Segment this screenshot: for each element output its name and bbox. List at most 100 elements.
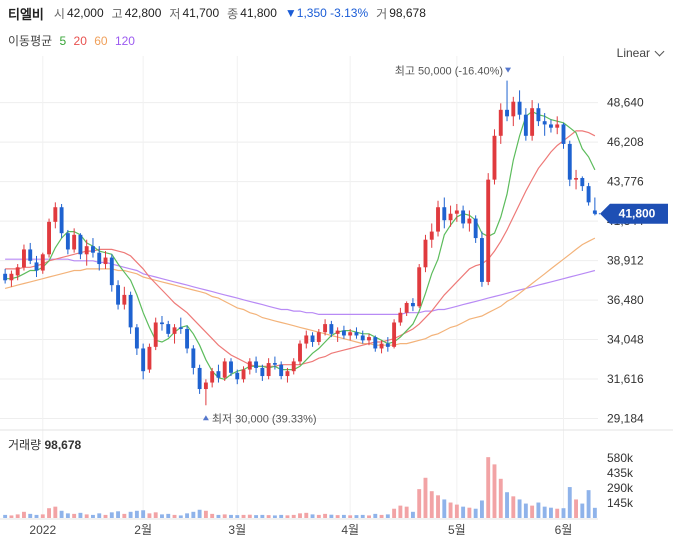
candle-body bbox=[72, 234, 77, 250]
candle-body bbox=[580, 178, 585, 187]
volume-bar bbox=[247, 514, 252, 518]
candle-body bbox=[116, 285, 121, 305]
stock-name: 티엘비 bbox=[8, 6, 44, 22]
y-tick-label: 48,640 bbox=[607, 96, 644, 110]
candle-body bbox=[479, 238, 484, 282]
volume-bar bbox=[160, 514, 164, 518]
candle-body bbox=[385, 343, 390, 347]
volume-bar bbox=[254, 515, 259, 518]
candle-body bbox=[323, 324, 328, 333]
volume-bar bbox=[341, 514, 346, 518]
candle-body bbox=[561, 124, 566, 144]
ma-20: 20 bbox=[73, 34, 87, 48]
candle-body bbox=[586, 186, 591, 203]
candle-body bbox=[398, 312, 403, 323]
volume-bar bbox=[53, 506, 58, 518]
volume-bar bbox=[78, 512, 83, 518]
moving-average-legend[interactable]: 이동평균 5 20 60 120 bbox=[8, 32, 139, 49]
volume-bar bbox=[134, 510, 139, 518]
volume-bar bbox=[555, 508, 560, 518]
candle-body bbox=[128, 294, 133, 328]
candle-body bbox=[285, 371, 290, 377]
x-tick-label: 2월 bbox=[134, 523, 152, 537]
candle-body bbox=[197, 367, 202, 390]
volume-bar bbox=[216, 514, 221, 518]
candle-body bbox=[492, 135, 497, 180]
candle-body bbox=[241, 369, 246, 380]
candle-body bbox=[178, 327, 183, 329]
ma20-line bbox=[5, 130, 596, 367]
volume-bar bbox=[586, 490, 591, 518]
candle-body bbox=[567, 143, 572, 180]
scale-dropdown[interactable]: Linear bbox=[616, 46, 665, 60]
candle-body bbox=[9, 273, 14, 281]
volume-bar bbox=[141, 510, 146, 518]
candle-body bbox=[379, 343, 384, 349]
volume-bar bbox=[398, 505, 403, 518]
volume-bar bbox=[574, 499, 578, 518]
volume-bar bbox=[59, 510, 64, 518]
candle-body bbox=[59, 207, 64, 234]
volume-bar bbox=[523, 503, 528, 518]
candle-body bbox=[592, 210, 597, 214]
low-label: 저 bbox=[169, 6, 181, 21]
ma5-line bbox=[5, 110, 596, 380]
volume-bar bbox=[91, 514, 95, 518]
candle-body bbox=[266, 363, 271, 377]
candle-body bbox=[191, 348, 196, 368]
candle-body bbox=[555, 124, 560, 128]
volume-bar bbox=[310, 514, 315, 518]
candle-body bbox=[103, 257, 108, 265]
candle-body bbox=[122, 294, 127, 305]
candle-body bbox=[454, 210, 459, 214]
candle-body bbox=[530, 108, 535, 136]
volume-bar bbox=[166, 513, 171, 518]
current-price-tag bbox=[600, 203, 668, 224]
volume-bar bbox=[505, 492, 509, 518]
ma-60: 60 bbox=[94, 34, 108, 48]
volume-bar bbox=[442, 499, 447, 518]
volume-tick-label: 145k bbox=[607, 496, 634, 510]
volume-tick-label: 580k bbox=[607, 451, 634, 465]
volume-bar bbox=[360, 514, 365, 518]
candle-body bbox=[109, 257, 114, 286]
volume-bar bbox=[9, 515, 14, 518]
volume-bar bbox=[72, 513, 77, 518]
volume-bar bbox=[178, 515, 183, 518]
candle-body bbox=[260, 367, 265, 377]
volume-bar bbox=[266, 515, 271, 518]
x-tick-label: 5월 bbox=[448, 523, 466, 537]
volume-bar bbox=[47, 508, 51, 518]
high-value: 42,800 bbox=[124, 6, 162, 20]
scale-label: Linear bbox=[616, 46, 650, 60]
volume-bar bbox=[448, 502, 453, 518]
volume-bar bbox=[561, 508, 566, 518]
volume-bar bbox=[436, 495, 440, 518]
candle-body bbox=[316, 332, 321, 342]
volume-bar bbox=[316, 514, 321, 518]
volume-bar bbox=[423, 477, 428, 518]
candle-body bbox=[247, 361, 252, 370]
volume-bar bbox=[241, 514, 246, 518]
ma-120: 120 bbox=[114, 34, 135, 48]
volume-panel-value: 98,678 bbox=[44, 438, 82, 452]
low-value: 41,700 bbox=[182, 6, 220, 20]
volume-bar bbox=[417, 489, 422, 518]
volume-bar bbox=[203, 510, 208, 518]
candle-body bbox=[160, 322, 164, 325]
volume-label: 거 bbox=[376, 6, 388, 21]
volume-panel-title: 거래량 98,678 bbox=[8, 436, 81, 453]
volume-bar bbox=[122, 513, 127, 518]
volume-bar bbox=[567, 487, 572, 518]
volume-tick-label: 435k bbox=[607, 466, 634, 480]
ma120-line bbox=[5, 258, 596, 315]
volume-bar bbox=[379, 514, 384, 518]
volume-bar bbox=[116, 511, 121, 518]
volume-bar bbox=[486, 457, 491, 518]
volume-bar bbox=[172, 514, 177, 518]
volume-bar bbox=[65, 513, 70, 518]
volume-bar bbox=[530, 505, 535, 518]
volume-bar bbox=[517, 499, 522, 518]
volume-bar bbox=[84, 514, 89, 518]
